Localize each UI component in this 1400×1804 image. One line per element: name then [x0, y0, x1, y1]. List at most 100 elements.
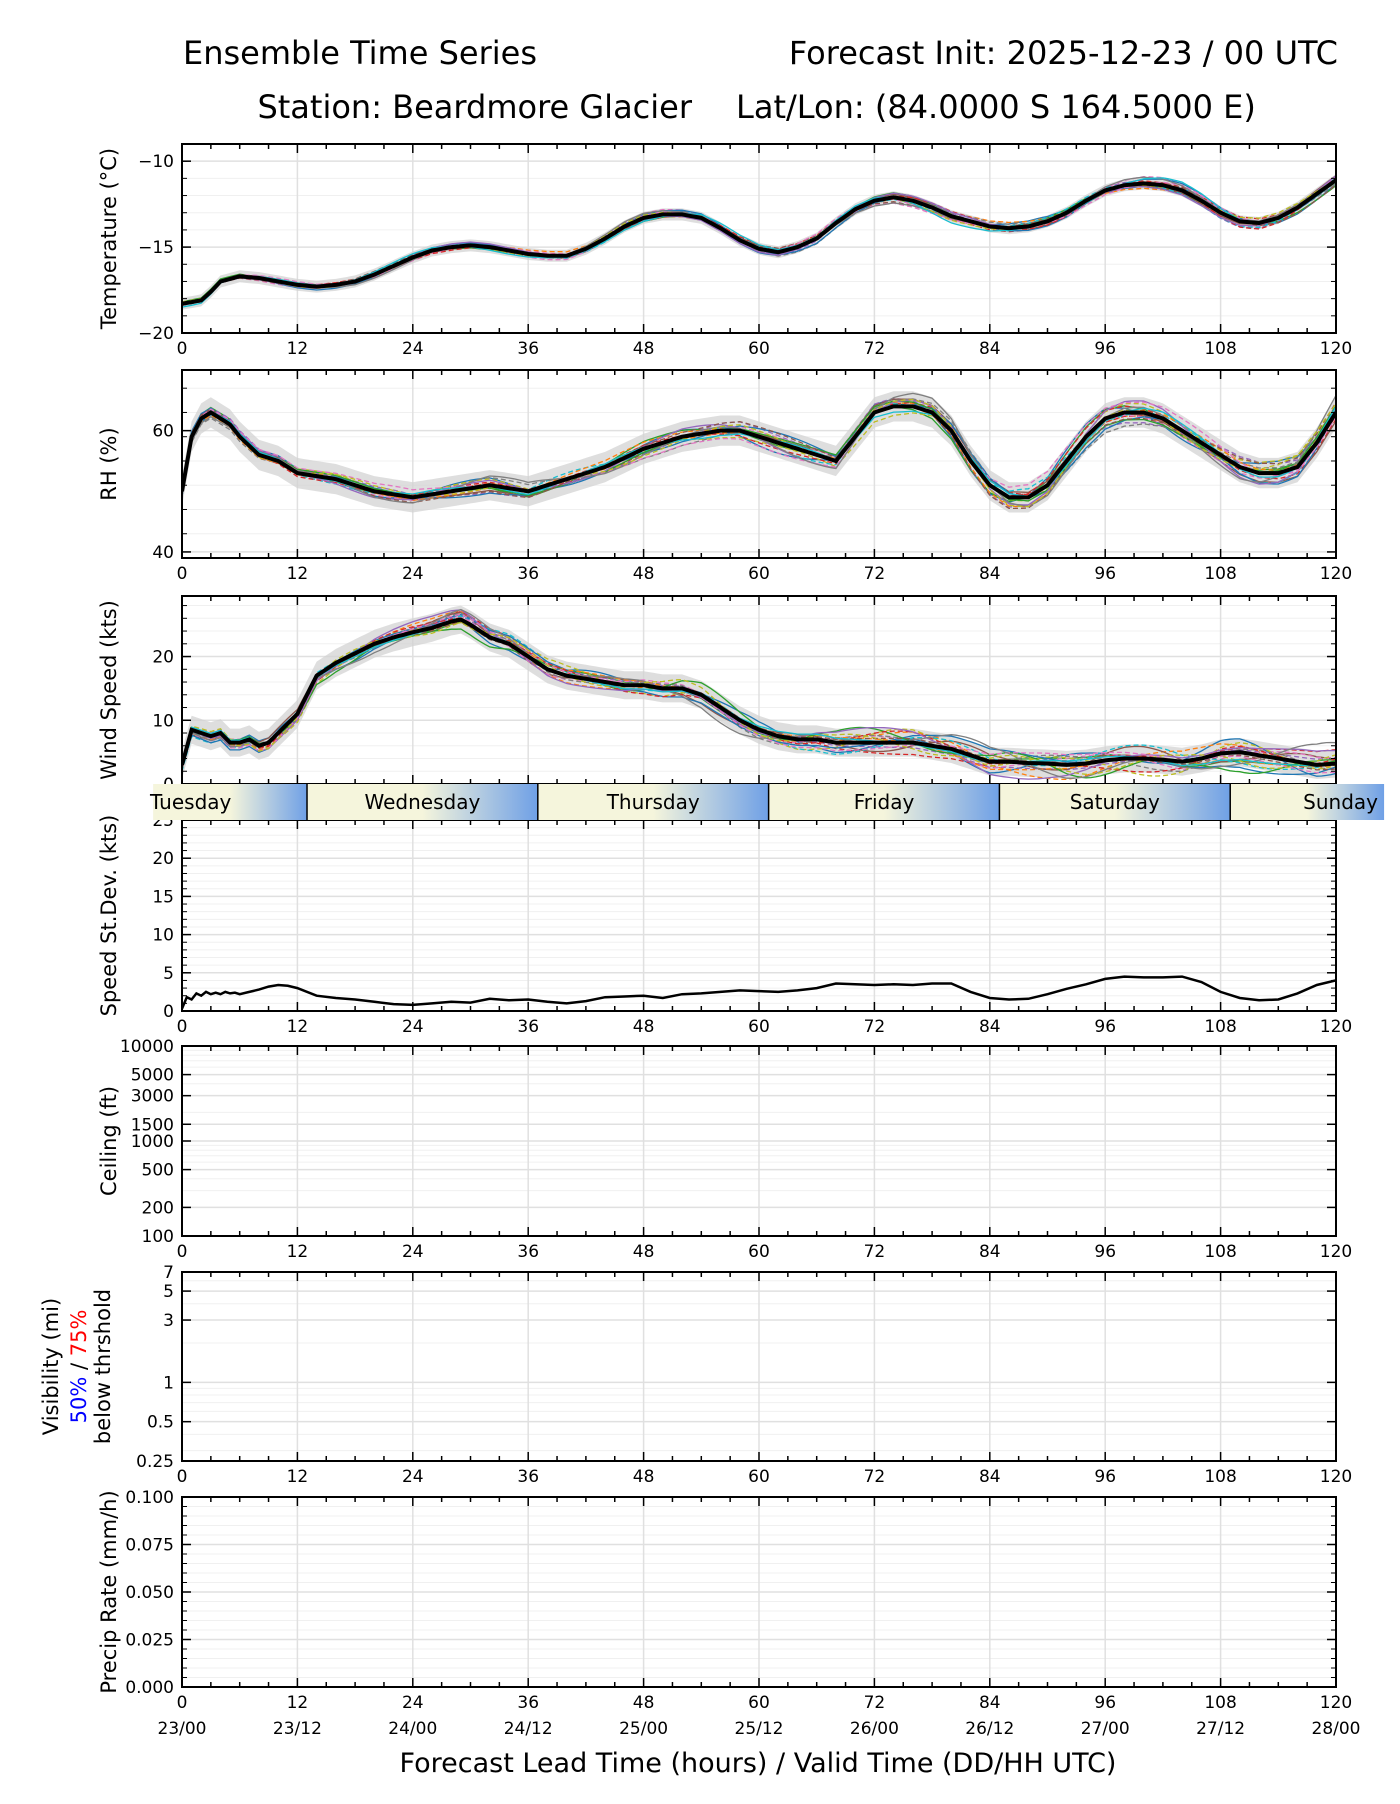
x-tick-label: 0	[177, 1693, 188, 1713]
y-tick-label: 7	[163, 1263, 174, 1283]
y-tick-label: 0.25	[136, 1452, 174, 1472]
y-tick-label: 3	[163, 1311, 174, 1331]
panel-wind_speed: 0122436486072849610812001020Wind Speed (…	[97, 595, 1352, 810]
plot-area-speed_stdev	[182, 975, 1336, 1010]
x-tick-label: 108	[1204, 564, 1236, 584]
x-tick-label: 84	[979, 1693, 1001, 1713]
x-tick-label: 72	[864, 564, 886, 584]
x-tick-label: 120	[1320, 1467, 1352, 1487]
member-line-1	[182, 619, 1336, 777]
member-line-5	[182, 397, 1336, 508]
x-tick-label: 96	[1094, 1242, 1116, 1262]
station-name: Station: Beardmore Glacier	[257, 88, 692, 126]
x-tick-label: 84	[979, 1242, 1001, 1262]
x-tick-label: 36	[517, 1467, 539, 1487]
x-tick-label: 12	[287, 1242, 309, 1262]
y-tick-label: 40	[152, 543, 174, 563]
y-tick-label: 15	[152, 887, 174, 907]
x-tick-label: 12	[287, 339, 309, 359]
x-ticks-rh: 0 12 24 36 48 60 72 84 96 108 120	[177, 370, 1352, 584]
day-label: Friday	[854, 790, 915, 814]
grid-rh	[181, 370, 1337, 558]
member-line-16	[182, 401, 1336, 510]
x-tick-label: 108	[1204, 339, 1236, 359]
x-axis-label: Forecast Lead Time (hours) / Valid Time …	[400, 1748, 1117, 1779]
x-tick-label: 48	[633, 339, 655, 359]
day-segment-friday	[768, 784, 1000, 820]
day-segment-tuesday	[153, 784, 308, 820]
y-tick-label: 0.000	[125, 1678, 174, 1698]
x-tick-label: 120	[1320, 339, 1352, 359]
x-tick-label: 84	[979, 564, 1001, 584]
x-tick-label: 48	[633, 1467, 655, 1487]
y-tick-label: 10	[152, 926, 174, 946]
plot-area-temperature	[182, 174, 1336, 310]
panels: 0 12 24 36 48 60 72 84 96 108 120−20−15−10Temperat…	[39, 143, 1352, 1713]
x-tick-label: 12	[287, 1693, 309, 1713]
station-latlon: Lat/Lon: (84.0000 S 164.5000 E)	[736, 88, 1256, 126]
y-tick-label: 0	[163, 1002, 174, 1022]
x-tick-label: 24	[402, 1693, 424, 1713]
y-tick-label: 1500	[131, 1115, 174, 1135]
day-label: Sunday	[1303, 790, 1378, 814]
y-tick-label: −20	[138, 324, 174, 344]
y-ticks-precip_rate: 0.000 0.025 0.050 0.075 0.100	[125, 1488, 1336, 1698]
valid-time-label: 27/00	[1081, 1719, 1130, 1739]
x-tick-label: 0	[177, 1467, 188, 1487]
y-tick-label: 1	[163, 1373, 174, 1393]
x-tick-label: 36	[517, 564, 539, 584]
grid-temperature	[181, 144, 1337, 334]
x-tick-label: 60	[748, 1693, 770, 1713]
x-tick-label: 0	[177, 564, 188, 584]
y-tick-label: −10	[138, 152, 174, 172]
day-label: Saturday	[1070, 790, 1160, 814]
y-tick-label: 10	[152, 711, 174, 731]
valid-time-label: 23/12	[273, 1719, 322, 1739]
y-axis-label-rh: RH (%)	[97, 427, 121, 500]
day-band: Tuesday Wednesday Thursday Friday Saturday Su…	[149, 784, 1385, 820]
valid-time-label: 24/12	[504, 1719, 553, 1739]
member-line-9	[182, 402, 1336, 502]
x-tick-label: 0	[177, 339, 188, 359]
x-tick-label: 60	[748, 1017, 770, 1037]
plot-area-rh	[182, 391, 1336, 513]
threshold-75-label: 75%	[67, 1310, 91, 1357]
x-tick-label: 48	[633, 1017, 655, 1037]
x-tick-label: 60	[748, 339, 770, 359]
valid-time-label: 28/00	[1312, 1719, 1361, 1739]
x-tick-label: 36	[517, 1693, 539, 1713]
y-ticks-rh: 40 60	[152, 387, 1336, 563]
y-tick-label: 0.025	[125, 1631, 174, 1651]
x-tick-label: 24	[402, 1467, 424, 1487]
y-tick-label: 20	[152, 648, 174, 668]
x-tick-label: 72	[864, 1693, 886, 1713]
x-tick-label: 72	[864, 339, 886, 359]
valid-time-label: 26/00	[850, 1719, 899, 1739]
day-segment-thursday	[537, 784, 769, 820]
x-tick-label: 60	[748, 564, 770, 584]
x-tick-label: 72	[864, 1242, 886, 1262]
x-tick-label: 120	[1320, 1242, 1352, 1262]
x-tick-label: 12	[287, 1017, 309, 1037]
y-tick-label: 0.075	[125, 1536, 174, 1556]
grid-ceiling	[181, 1045, 1337, 1237]
y-tick-label: 20	[152, 849, 174, 869]
x-tick-label: 108	[1204, 1467, 1236, 1487]
member-line-17	[182, 401, 1336, 491]
x-tick-label: 108	[1204, 1017, 1236, 1037]
x-tick-label: 12	[287, 1467, 309, 1487]
x-ticks-temperature: 0 12 24 36 48 60 72 84 96 108 120	[177, 144, 1352, 359]
x-tick-label: 0	[177, 1017, 188, 1037]
x-tick-label: 24	[402, 339, 424, 359]
x-ticks-ceiling: 0 12 24 36 48 60 72 84 96 108 120	[177, 1046, 1352, 1262]
panel-temperature: 0 12 24 36 48 60 72 84 96 108 120 −20 −15 −10 Temperat…	[97, 143, 1352, 359]
x-tick-label: 24	[402, 1242, 424, 1262]
y-axis-label-visibility: Visibility (mi)	[39, 1298, 63, 1435]
y-tick-label: 5	[163, 964, 174, 984]
y-axis-label-ceiling: Ceiling (ft)	[97, 1086, 121, 1196]
valid-time-labels: 23/00 23/12 24/00 24/12 25/00 25/12 26/00 26/12…	[158, 1719, 1361, 1739]
x-tick-label: 96	[1094, 1017, 1116, 1037]
